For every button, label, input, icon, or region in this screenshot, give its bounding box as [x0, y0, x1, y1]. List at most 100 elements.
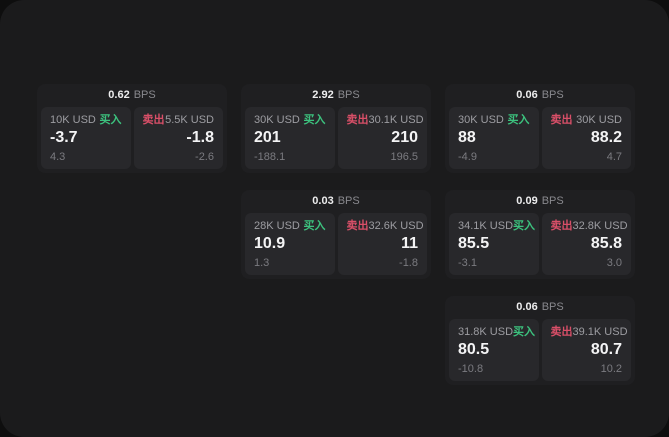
sell-tile[interactable]: 卖出 5.5K USD -1.8 -2.6 — [133, 107, 223, 169]
buy-tile-header: 30K USD 买入 — [458, 114, 530, 126]
bps-value: 2.92 — [312, 89, 334, 101]
sell-tile[interactable]: 卖出 30K USD 88.2 4.7 — [541, 107, 631, 169]
sell-sub-value: 196.5 — [390, 150, 418, 163]
buy-price: 10.9 — [254, 235, 286, 253]
buy-amount: 34.1K USD — [458, 220, 514, 232]
buy-sub-value: -10.8 — [458, 362, 484, 375]
sell-label: 卖出 — [346, 220, 369, 232]
sell-amount: 32.6K USD — [368, 220, 424, 232]
quote-card: 0.62 BPS 10K USD 买入 -3.7 4.3 卖出 5.5K USD… — [37, 84, 227, 173]
buy-price: 85.5 — [458, 235, 490, 253]
quote-card: 0.09 BPS 34.1K USD 买入 85.5 -3.1 卖出 32.8K… — [445, 190, 635, 279]
sell-label: 卖出 — [550, 220, 573, 232]
sell-sub-value: 10.2 — [600, 362, 622, 375]
sell-tile[interactable]: 卖出 32.8K USD 85.8 3.0 — [541, 213, 631, 275]
buy-label: 买入 — [507, 114, 530, 126]
buy-label: 买入 — [99, 114, 122, 126]
bps-header: 0.06 BPS — [445, 296, 635, 319]
quote-card: 2.92 BPS 30K USD 买入 201 -188.1 卖出 30.1K … — [241, 84, 431, 173]
buy-tile[interactable]: 30K USD 买入 201 -188.1 — [245, 107, 335, 169]
buy-sell-panels: 31.8K USD 买入 80.5 -10.8 卖出 39.1K USD 80.… — [449, 319, 631, 381]
bps-unit-label: BPS — [133, 89, 156, 101]
sell-price: 11 — [401, 235, 418, 253]
buy-sub-value: -188.1 — [254, 150, 286, 163]
buy-tile[interactable]: 31.8K USD 买入 80.5 -10.8 — [449, 319, 539, 381]
bps-unit-label: BPS — [541, 195, 564, 207]
sell-tile[interactable]: 卖出 39.1K USD 80.7 10.2 — [541, 319, 631, 381]
buy-tile-header: 28K USD 买入 — [254, 220, 326, 232]
sell-sub-value: 3.0 — [606, 256, 622, 269]
quote-card: 0.06 BPS 30K USD 买入 88 -4.9 卖出 30K USD 8… — [445, 84, 635, 173]
quote-cards-grid: 0.62 BPS 10K USD 买入 -3.7 4.3 卖出 5.5K USD… — [37, 84, 635, 385]
bps-unit-label: BPS — [337, 195, 360, 207]
sell-tile-header: 卖出 39.1K USD — [551, 326, 628, 338]
bps-header: 0.62 BPS — [37, 84, 227, 107]
bps-value: 0.09 — [516, 195, 538, 207]
buy-sub-value: 4.3 — [50, 150, 66, 163]
bps-header: 0.06 BPS — [445, 84, 635, 107]
bps-value: 0.06 — [516, 301, 538, 313]
buy-price: 80.5 — [458, 341, 490, 359]
buy-tile-header: 30K USD 买入 — [254, 114, 326, 126]
bps-header: 0.09 BPS — [445, 190, 635, 213]
sell-tile[interactable]: 卖出 32.6K USD 11 -1.8 — [337, 213, 427, 275]
sell-price: 210 — [391, 129, 418, 147]
sell-tile-header: 卖出 32.6K USD — [346, 220, 424, 232]
bps-value: 0.03 — [312, 195, 334, 207]
quote-card: 0.06 BPS 31.8K USD 买入 80.5 -10.8 卖出 39.1… — [445, 296, 635, 385]
bps-value: 0.62 — [108, 89, 130, 101]
buy-label: 买入 — [513, 326, 536, 338]
sell-price: 88.2 — [590, 129, 622, 147]
bps-unit-label: BPS — [541, 89, 564, 101]
sell-label: 卖出 — [346, 114, 369, 126]
buy-sub-value: 1.3 — [254, 256, 270, 269]
buy-amount: 28K USD — [254, 220, 300, 232]
sell-sub-value: -2.6 — [195, 150, 214, 163]
buy-sell-panels: 30K USD 买入 201 -188.1 卖出 30.1K USD 210 1… — [245, 107, 427, 169]
sell-price: -1.8 — [186, 129, 214, 147]
buy-amount: 30K USD — [254, 114, 300, 126]
bps-unit-label: BPS — [337, 89, 360, 101]
sell-label: 卖出 — [550, 114, 573, 126]
buy-tile-header: 31.8K USD 买入 — [458, 326, 535, 338]
sell-amount: 32.8K USD — [572, 220, 628, 232]
buy-price: 201 — [254, 129, 281, 147]
buy-sell-panels: 34.1K USD 买入 85.5 -3.1 卖出 32.8K USD 85.8… — [449, 213, 631, 275]
buy-label: 买入 — [513, 220, 536, 232]
buy-tile-header: 10K USD 买入 — [50, 114, 122, 126]
buy-sell-panels: 30K USD 买入 88 -4.9 卖出 30K USD 88.2 4.7 — [449, 107, 631, 169]
buy-sub-value: -3.1 — [458, 256, 477, 269]
buy-amount: 30K USD — [458, 114, 504, 126]
quote-card: 0.03 BPS 28K USD 买入 10.9 1.3 卖出 32.6K US… — [241, 190, 431, 279]
sell-amount: 30K USD — [576, 114, 622, 126]
sell-sub-value: 4.7 — [606, 150, 622, 163]
sell-tile-header: 卖出 30K USD — [551, 114, 623, 126]
bps-header: 2.92 BPS — [241, 84, 431, 107]
buy-tile[interactable]: 34.1K USD 买入 85.5 -3.1 — [449, 213, 539, 275]
bps-value: 0.06 — [516, 89, 538, 101]
bps-header: 0.03 BPS — [241, 190, 431, 213]
buy-tile[interactable]: 28K USD 买入 10.9 1.3 — [245, 213, 335, 275]
buy-sell-panels: 10K USD 买入 -3.7 4.3 卖出 5.5K USD -1.8 -2.… — [41, 107, 223, 169]
buy-price: -3.7 — [50, 129, 78, 147]
sell-label: 卖出 — [142, 114, 165, 126]
buy-price: 88 — [458, 129, 476, 147]
buy-sell-panels: 28K USD 买入 10.9 1.3 卖出 32.6K USD 11 -1.8 — [245, 213, 427, 275]
sell-price: 80.7 — [590, 341, 622, 359]
sell-tile-header: 卖出 30.1K USD — [346, 114, 424, 126]
sell-tile-header: 卖出 32.8K USD — [550, 220, 628, 232]
sell-tile[interactable]: 卖出 30.1K USD 210 196.5 — [337, 107, 427, 169]
buy-amount: 10K USD — [50, 114, 96, 126]
buy-sub-value: -4.9 — [458, 150, 477, 163]
buy-tile[interactable]: 30K USD 买入 88 -4.9 — [449, 107, 539, 169]
sell-amount: 39.1K USD — [572, 326, 628, 338]
sell-price: 85.8 — [590, 235, 622, 253]
buy-tile[interactable]: 10K USD 买入 -3.7 4.3 — [41, 107, 131, 169]
bps-unit-label: BPS — [541, 301, 564, 313]
sell-amount: 5.5K USD — [165, 114, 214, 126]
sell-tile-header: 卖出 5.5K USD — [143, 114, 215, 126]
buy-tile-header: 34.1K USD 买入 — [458, 220, 535, 232]
buy-label: 买入 — [303, 114, 326, 126]
sell-sub-value: -1.8 — [399, 256, 418, 269]
